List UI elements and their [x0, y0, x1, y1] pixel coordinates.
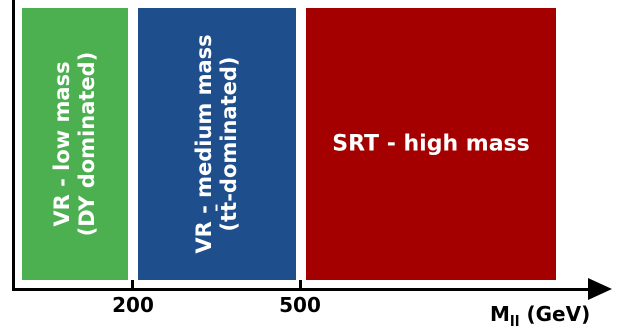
x-axis-label: Mll (GeV) — [490, 302, 590, 330]
region-vr-low-mass: VR - low mass (DY dominated) — [22, 8, 128, 280]
x-axis-line — [12, 288, 596, 291]
region-srt-high-mass: SRT - high mass — [306, 8, 556, 280]
region-vr-medium-mass-title: VR - medium mass — [192, 34, 216, 254]
x-axis-label-main: M — [490, 302, 510, 326]
region-vr-medium-mass: VR - medium mass (tt̄-dominated) — [138, 8, 296, 280]
x-axis-tick-label: 500 — [279, 293, 321, 317]
x-axis-tick-label: 200 — [112, 293, 154, 317]
x-axis-label-subscript: ll — [509, 314, 520, 330]
region-vr-low-mass-subtitle: (DY dominated) — [75, 51, 99, 237]
region-vr-low-mass-label: VR - low mass (DY dominated) — [50, 52, 100, 237]
x-axis-tick-500 — [299, 280, 302, 291]
x-axis-arrow-icon — [588, 278, 612, 300]
region-vr-medium-mass-subtitle: (tt̄-dominated) — [217, 56, 241, 232]
x-axis-label-unit: (GeV) — [519, 302, 591, 326]
x-axis-tick-200 — [131, 280, 134, 291]
region-vr-low-mass-title: VR - low mass — [50, 61, 74, 227]
region-vr-medium-mass-label: VR - medium mass (tt̄-dominated) — [192, 34, 242, 253]
y-axis-line — [12, 0, 15, 291]
region-srt-high-mass-label: SRT - high mass — [332, 131, 530, 157]
